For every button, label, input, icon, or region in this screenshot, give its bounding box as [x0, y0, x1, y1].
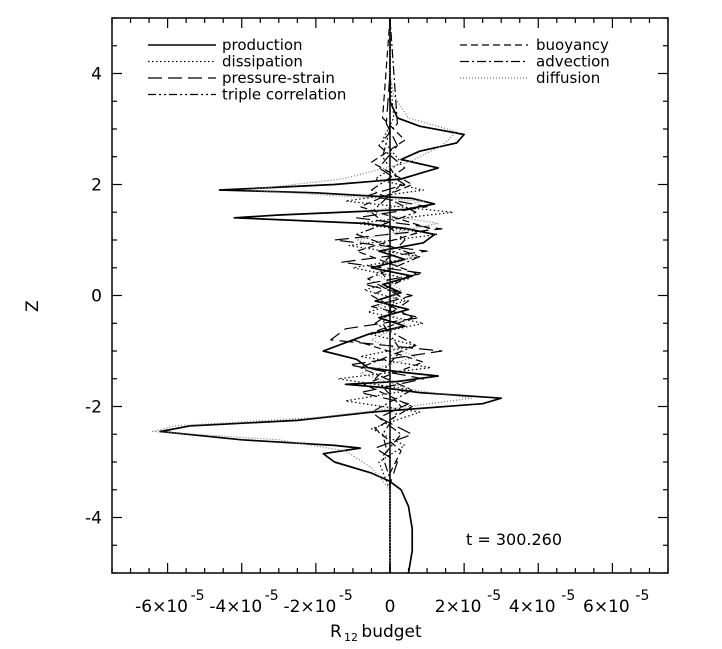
x-tick-label-exp: -5	[265, 588, 279, 604]
legend-label: triple correlation	[222, 86, 346, 104]
x-axis-title-main: R	[330, 622, 342, 642]
series-diffusion	[152, 18, 473, 573]
legend-item-pressure-strain: pressure-strain	[148, 69, 335, 87]
legend-label: dissipation	[222, 53, 303, 71]
legend-label: buoyancy	[536, 36, 609, 54]
legend-item-advection: advection	[460, 53, 610, 71]
x-axis-title-rest: budget	[356, 622, 422, 642]
y-tick-label: 2	[91, 176, 102, 196]
series-layer	[152, 17, 503, 574]
series-dissipation	[337, 18, 454, 573]
x-tick-label: -2×10-5	[283, 588, 352, 617]
x-tick-label: 2×10 -5	[435, 588, 501, 617]
x-tick-label-exp: -5	[487, 588, 501, 604]
x-tick-label-base: 2×10	[435, 597, 482, 617]
x-tick-label: -6×10-5	[135, 588, 204, 617]
x-tick-label-base: -6×10	[135, 597, 188, 617]
legend-label: production	[222, 36, 303, 54]
y-tick-label: 4	[91, 65, 102, 85]
x-tick-label-exp: -5	[635, 588, 649, 604]
x-tick-label-base: -4×10	[209, 597, 262, 617]
legend-item-diffusion: diffusion	[460, 69, 600, 87]
x-tick-label: -4×10-5	[209, 588, 278, 617]
y-tick-label: -4	[85, 509, 102, 529]
x-tick-label-exp: -5	[561, 588, 575, 604]
series-buoyancy	[352, 17, 432, 573]
x-tick-label-base: 0	[385, 597, 396, 617]
x-tick-label: 0	[385, 597, 396, 617]
legend: productiondissipationpressure-straintrip…	[148, 36, 610, 104]
series-pressure-strain	[330, 18, 443, 573]
time-annotation: t = 300.260	[466, 530, 562, 549]
x-tick-label-base: -2×10	[283, 597, 336, 617]
x-axis-title-sub: 12	[344, 631, 358, 644]
y-axis-title: Z	[23, 300, 43, 312]
legend-label: pressure-strain	[222, 69, 335, 87]
legend-label: diffusion	[536, 69, 600, 87]
x-axis-title: R 12 budget	[330, 622, 422, 644]
x-tick-label-exp: -5	[191, 588, 205, 604]
legend-item-buoyancy: buoyancy	[460, 36, 609, 54]
y-tick-label: 0	[91, 287, 102, 307]
series-production	[159, 18, 503, 574]
x-tick-label: 4×10 -5	[509, 588, 575, 617]
legend-label: advection	[536, 53, 610, 71]
series-triple-correlation	[370, 18, 406, 573]
x-tick-label-base: 6×10	[583, 597, 630, 617]
legend-item-dissipation: dissipation	[148, 53, 303, 71]
x-tick-label: 6×10 -5	[583, 588, 649, 617]
series-advection	[356, 17, 421, 573]
y-tick-label: -2	[85, 398, 102, 418]
x-tick-label-exp: -5	[339, 588, 353, 604]
legend-item-triple-correlation: triple correlation	[148, 86, 346, 104]
legend-item-production: production	[148, 36, 303, 54]
x-tick-label-base: 4×10	[509, 597, 556, 617]
